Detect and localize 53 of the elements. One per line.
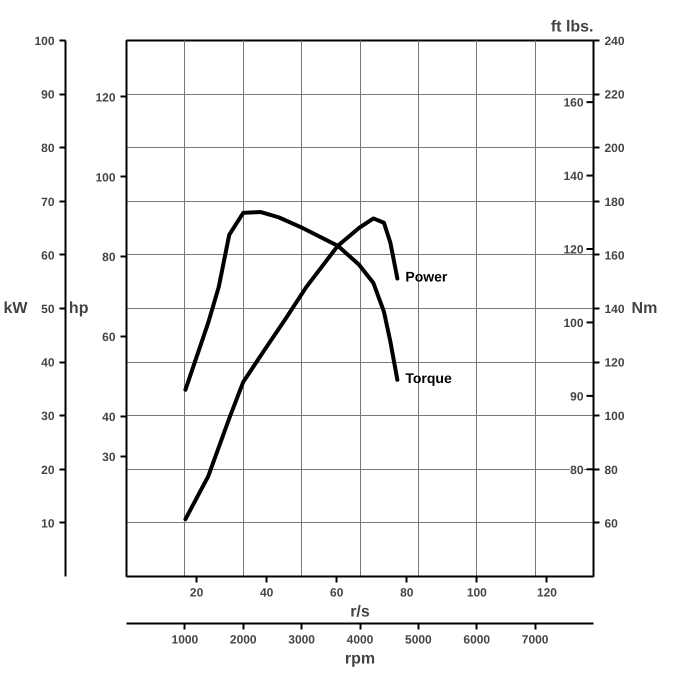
annotation: 90 [570,389,584,404]
y2-tick-label: 100 [604,409,625,424]
annotation: 160 [563,96,584,110]
y-tick-label: 50 [41,302,55,316]
x-tick-label: 4000 [346,632,374,646]
y-tick-label: 60 [41,248,55,262]
y-tick-label: 100 [34,34,55,48]
x2-tick-label: 120 [536,586,558,600]
y2-tick-label: 160 [604,248,625,262]
y2-tick-label: 220 [604,88,625,102]
y-tick-label: 30 [41,409,55,424]
y3-tick-label: 60 [102,330,116,344]
y3-tick-label: 80 [102,250,116,264]
y2-tick-label: 60 [604,516,618,530]
y3-tick-label: 100 [95,170,116,184]
y-tick-label: 20 [41,462,55,477]
x2-tick-label: 20 [190,586,204,600]
y-tick-label: 40 [41,356,55,370]
x-axis-title: rpm [344,650,376,668]
y-tick-label: 80 [41,141,55,156]
y3-axis-title: hp [68,300,89,317]
y2-tick-label: 200 [604,141,625,156]
x-tick-label: 5000 [405,632,432,646]
y-tick-label: 90 [41,88,55,102]
y2-tick-label: 240 [604,34,625,48]
y2-tick-label: 140 [604,302,625,316]
x2-tick-label: 80 [400,586,414,600]
y-tick-label: 10 [41,516,55,530]
annotation: 140 [563,169,584,184]
y2-axis-title: Nm [632,300,658,317]
annotation: 80 [570,462,584,477]
x2-tick-label: 100 [466,586,488,600]
y2-tick-label: 80 [604,462,618,477]
y-tick-label: 70 [41,194,55,209]
x2-tick-label: 40 [260,586,274,600]
y3-tick-label: 40 [102,410,116,424]
x-tick-label: 2000 [230,632,257,646]
x-tick-label: 3000 [288,632,316,646]
x-tick-label: 7000 [522,632,549,646]
x2-axis-title: r/s [350,604,370,620]
y3-tick-label: 120 [95,90,116,104]
x-tick-label: 1000 [172,632,199,646]
y2-tick-label: 180 [604,194,625,209]
y-axis-title: kW [3,300,28,317]
x-tick-label: 6000 [463,632,490,646]
x2-tick-label: 60 [330,586,344,600]
annotation: 120 [563,242,584,257]
annotation: 100 [563,316,584,330]
y3-tick-label: 30 [102,450,116,464]
text: ft lbs. [550,18,594,36]
y2-tick-label: 120 [604,356,625,370]
series-label: Power [405,268,448,284]
series-label: Torque [405,370,452,386]
